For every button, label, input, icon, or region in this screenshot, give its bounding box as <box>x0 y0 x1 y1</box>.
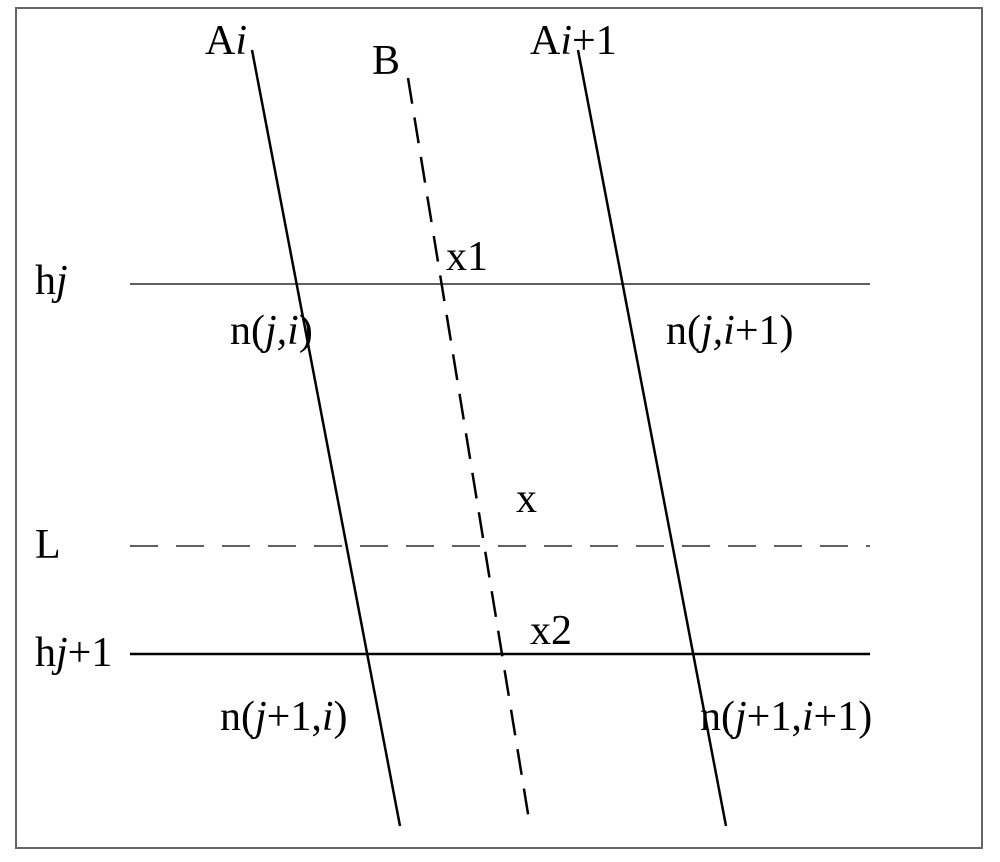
labels-group: Ai B Ai+1 hj x1 n(j,i) n(j,i+1) x Lx2 hj+1 n(j+1,i… <box>35 18 872 740</box>
label-B: B <box>372 38 400 84</box>
label-x1: x1 <box>446 234 488 280</box>
label-hj: hj <box>35 258 68 304</box>
label-n_j_i1: n(j,i+1) <box>666 308 794 354</box>
label-L: L <box>35 522 61 568</box>
line-B <box>408 78 530 826</box>
label-n_j1_i: n(j+1,i) <box>220 694 348 740</box>
label-x: x <box>516 476 537 522</box>
label-n_j_i: n(j,i) <box>230 308 313 354</box>
label-Ai1: Ai+1 <box>530 18 617 64</box>
label-Ai: Ai <box>205 18 247 64</box>
diagram-canvas: Ai B Ai+1 hj x1 n(j,i) n(j,i+1) x Lx2 hj+1 n(j+1,i… <box>0 0 1000 862</box>
label-hj1: hj+1 <box>35 630 112 676</box>
label-x2: x2 <box>530 608 572 654</box>
label-n_j1_i1: n(j+1,i+1) <box>700 694 872 740</box>
